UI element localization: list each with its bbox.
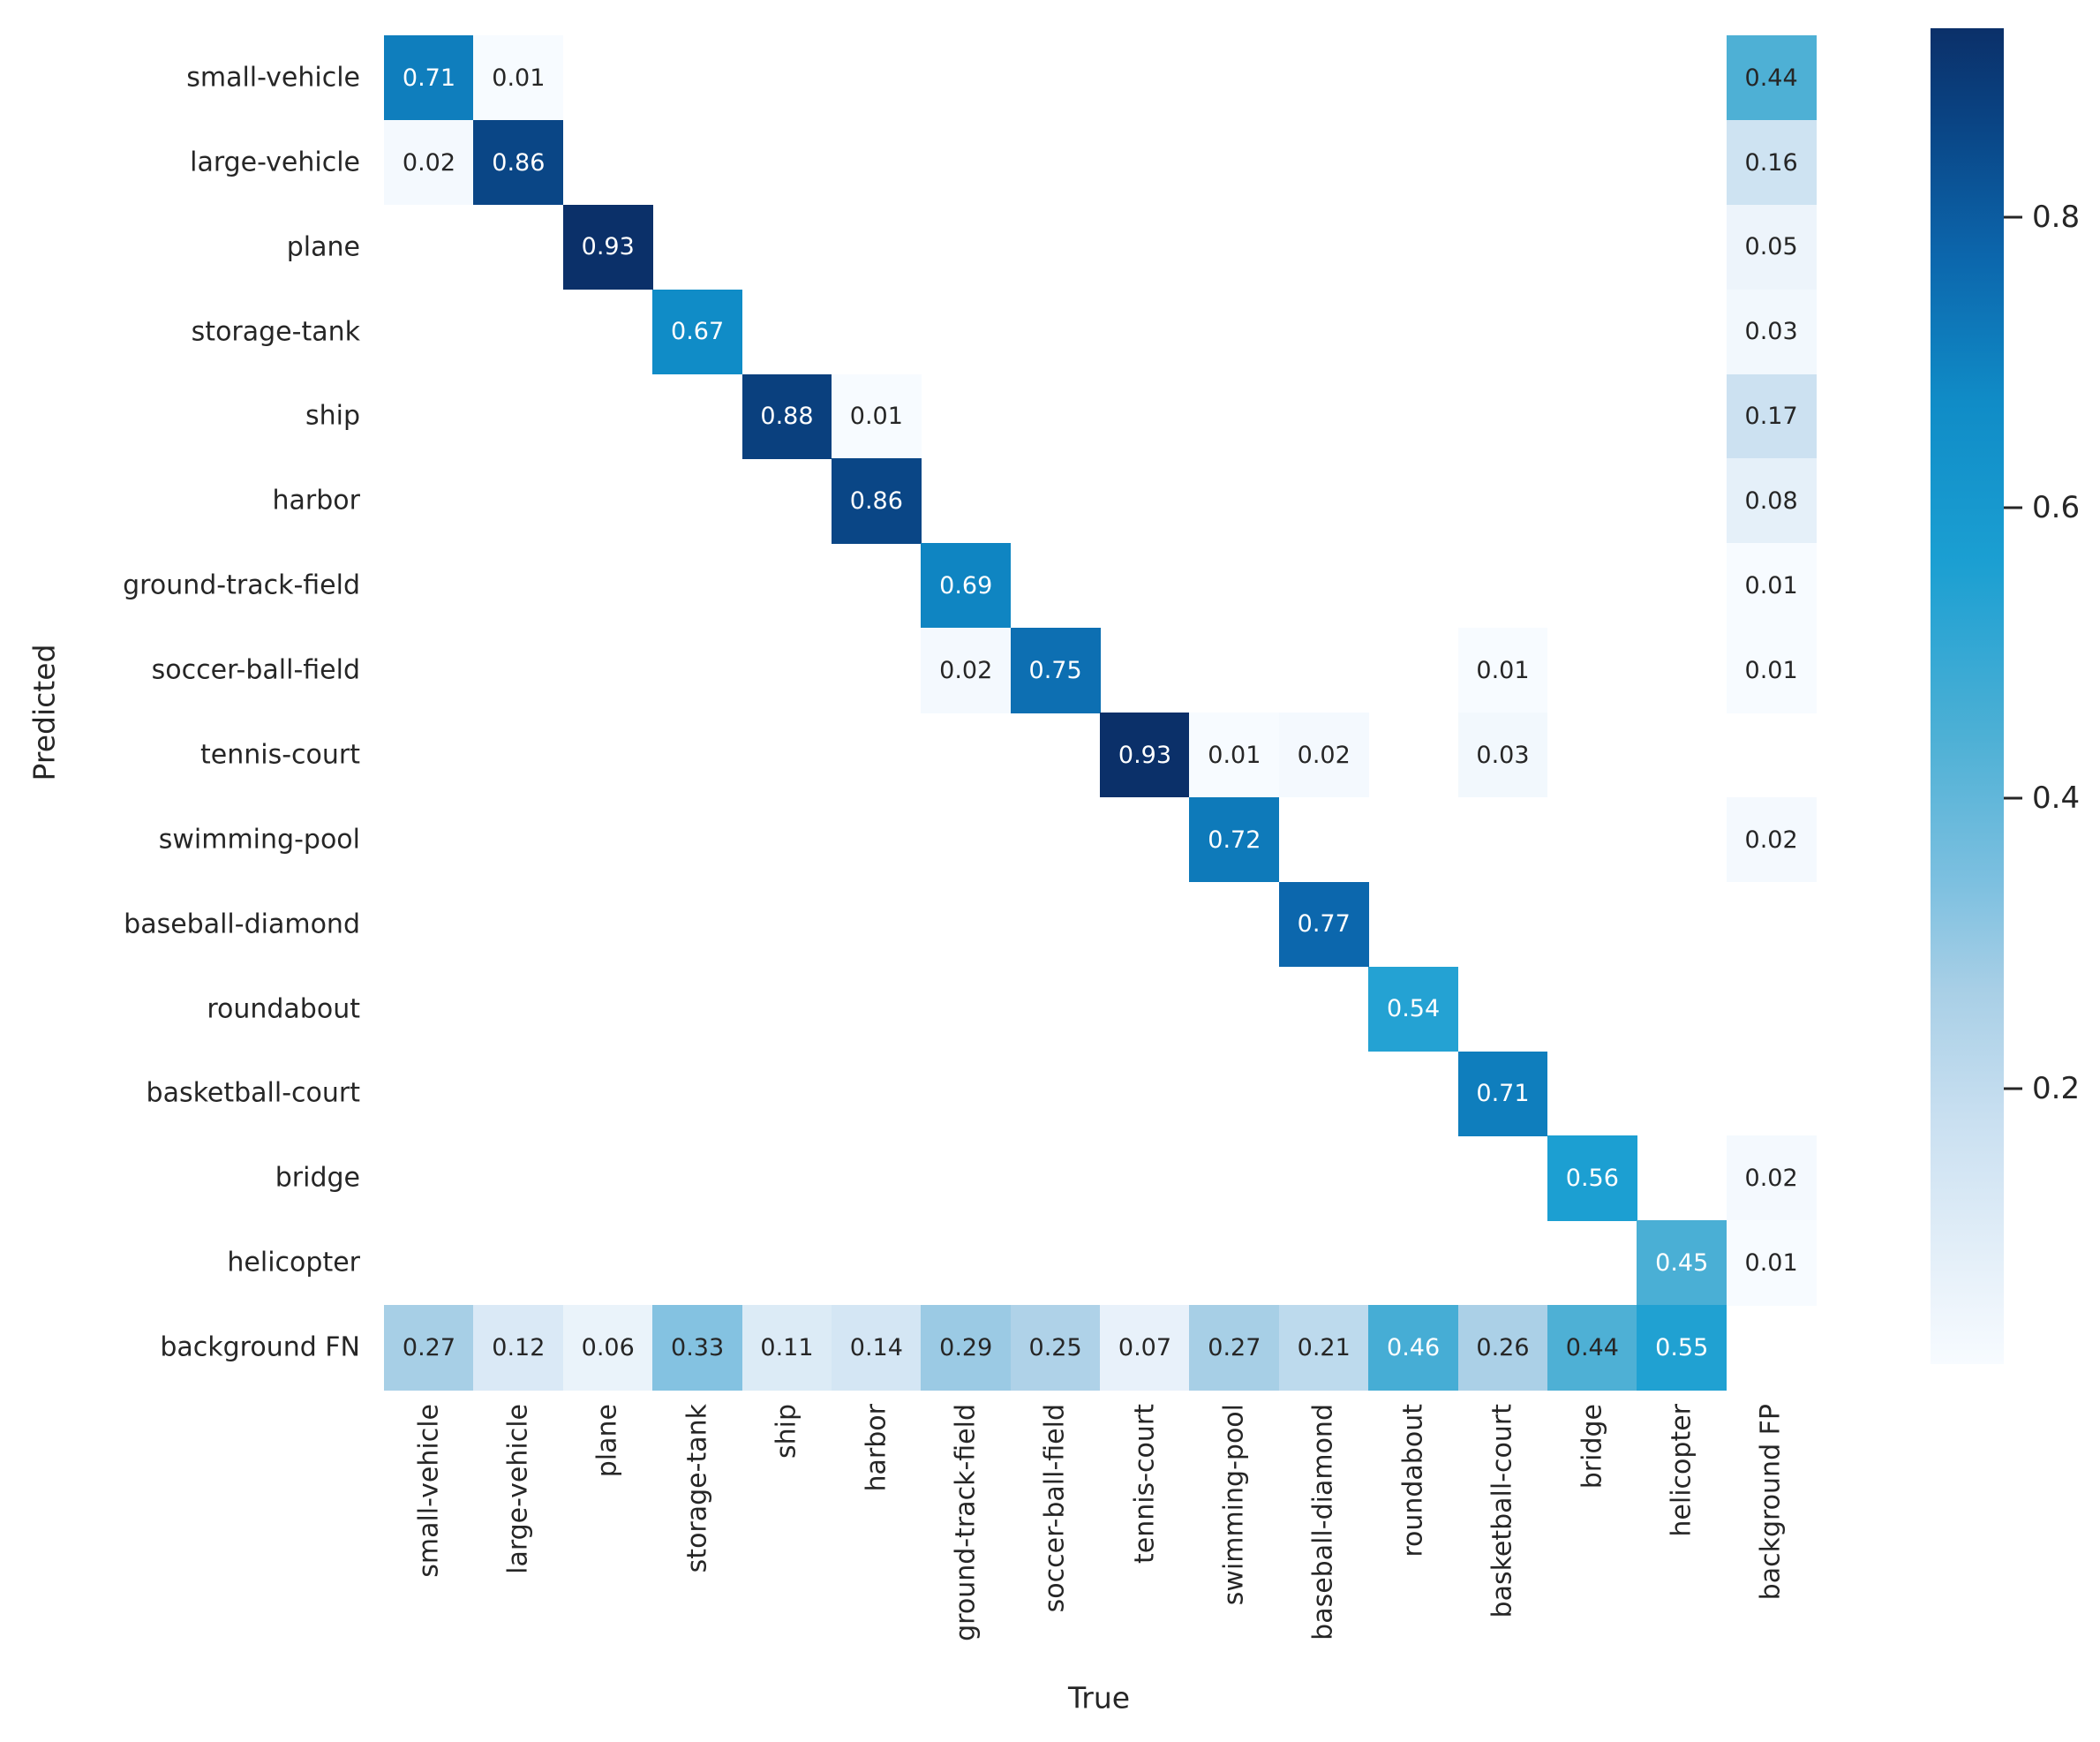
heatmap-cell: 0.27 [384,1305,474,1391]
colorbar-tick-label: 0.8 [2032,199,2081,235]
y-tick-label: harbor [272,485,360,517]
heatmap-cell: 0.86 [473,119,564,206]
heatmap-cell: 0.67 [652,289,743,375]
colorbar-tick-label: 0.2 [2032,1070,2081,1106]
x-axis-title: True [1067,1680,1131,1716]
heatmap-cell: 0.01 [473,35,564,121]
x-tick-label: plane [591,1404,623,1478]
x-tick-label: large-vehicle [502,1404,534,1574]
heatmap-cell: 0.02 [384,119,474,206]
heatmap-cell: 0.44 [1726,35,1817,121]
y-tick-label: helicopter [227,1247,360,1278]
heatmap-cell: 0.06 [562,1305,653,1391]
x-tick-label: background FP [1755,1404,1787,1601]
heatmap-cell: 0.26 [1457,1305,1548,1391]
colorbar-tick-mark [2004,796,2022,800]
heatmap-cell: 0.16 [1726,119,1817,206]
heatmap-cell: 0.01 [1726,628,1817,713]
heatmap-cell: 0.01 [1726,543,1817,629]
y-tick-label: tennis-court [200,739,360,771]
heatmap-cell: 0.33 [652,1305,743,1391]
heatmap-cell: 0.01 [1457,628,1548,713]
heatmap-cell: 0.29 [921,1305,1012,1391]
heatmap-cell: 0.75 [1010,628,1101,713]
y-tick-label: storage-tank [191,316,360,348]
x-tick-label: helicopter [1666,1404,1697,1537]
heatmap-cell: 0.12 [473,1305,564,1391]
heatmap-cell: 0.01 [1189,713,1280,798]
y-tick-label: small-vehicle [186,62,360,94]
heatmap-cell: 0.01 [831,373,922,459]
heatmap-cell: 0.69 [921,543,1012,629]
heatmap-cell: 0.72 [1189,796,1280,883]
y-tick-label: plane [286,231,360,263]
heatmap-cell: 0.93 [562,204,653,290]
heatmap-cell: 0.71 [1457,1051,1548,1136]
heatmap-cell: 0.02 [1726,796,1817,883]
heatmap-cell: 0.71 [384,35,474,121]
x-tick-label: ground-track-field [950,1404,982,1641]
x-tick-label: tennis-court [1129,1404,1161,1564]
x-tick-label: harbor [861,1404,892,1492]
y-tick-label: ground-track-field [123,569,360,601]
colorbar-tick-mark [2004,215,2022,219]
heatmap-cell: 0.11 [741,1305,832,1391]
heatmap-cell: 0.77 [1278,881,1369,968]
heatmap-cell: 0.02 [1726,1135,1817,1221]
heatmap-cell: 0.03 [1726,289,1817,375]
y-tick-label: roundabout [207,993,360,1025]
y-tick-label: baseball-diamond [124,909,360,940]
x-tick-label: baseball-diamond [1307,1404,1339,1640]
heatmap-cell: 0.05 [1726,204,1817,290]
y-tick-label: background FN [160,1331,360,1363]
colorbar-tick-mark [2004,1087,2022,1090]
y-tick-label: large-vehicle [190,147,360,178]
heatmap-cell: 0.46 [1368,1305,1459,1391]
heatmap-cell: 0.07 [1100,1305,1190,1391]
heatmap-cell: 0.17 [1726,373,1817,459]
heatmap-cell: 0.45 [1637,1220,1727,1306]
x-tick-label: small-vehicle [413,1404,445,1578]
heatmap-cell: 0.03 [1457,713,1548,798]
heatmap-cell: 0.08 [1726,458,1817,544]
heatmap-cell: 0.01 [1726,1220,1817,1306]
heatmap-cell: 0.21 [1278,1305,1369,1391]
heatmap-cell: 0.93 [1100,713,1190,798]
heatmap-cell: 0.86 [831,458,922,544]
y-tick-label: bridge [275,1162,360,1194]
x-tick-label: ship [771,1404,802,1459]
heatmap-cell: 0.27 [1189,1305,1280,1391]
colorbar-tick-mark [2004,506,2022,509]
heatmap-cell: 0.88 [741,373,832,459]
heatmap-cell: 0.54 [1368,966,1459,1052]
y-tick-label: soccer-ball-field [151,654,360,686]
x-tick-label: roundabout [1397,1404,1429,1557]
y-tick-label: basketball-court [146,1077,360,1109]
x-tick-label: swimming-pool [1218,1404,1250,1606]
heatmap-cell: 0.02 [1278,713,1369,798]
heatmap-cell: 0.25 [1010,1305,1101,1391]
heatmap-cell: 0.14 [831,1305,922,1391]
x-tick-label: bridge [1577,1404,1608,1489]
heatmap-cell: 0.44 [1547,1305,1637,1391]
y-tick-label: swimming-pool [158,824,360,856]
heatmap-cell: 0.56 [1547,1135,1637,1221]
heatmap-grid: 0.71 0.01 0.44 0.02 0.86 0.16 0.93 0.05 0.67 0.03… [384,35,1817,1391]
colorbar: 0.2 0.4 0.6 0.8 [1931,28,2080,1364]
x-tick-label: soccer-ball-field [1039,1404,1071,1613]
x-tick-label: storage-tank [681,1404,713,1573]
heatmap-cell: 0.55 [1637,1305,1727,1391]
x-tick-label: basketball-court [1487,1404,1518,1618]
colorbar-tick-label: 0.4 [2032,780,2081,816]
y-tick-label: ship [305,400,360,432]
colorbar-gradient [1931,28,2004,1364]
colorbar-tick-label: 0.6 [2032,489,2081,525]
heatmap-cell: 0.02 [921,628,1012,713]
